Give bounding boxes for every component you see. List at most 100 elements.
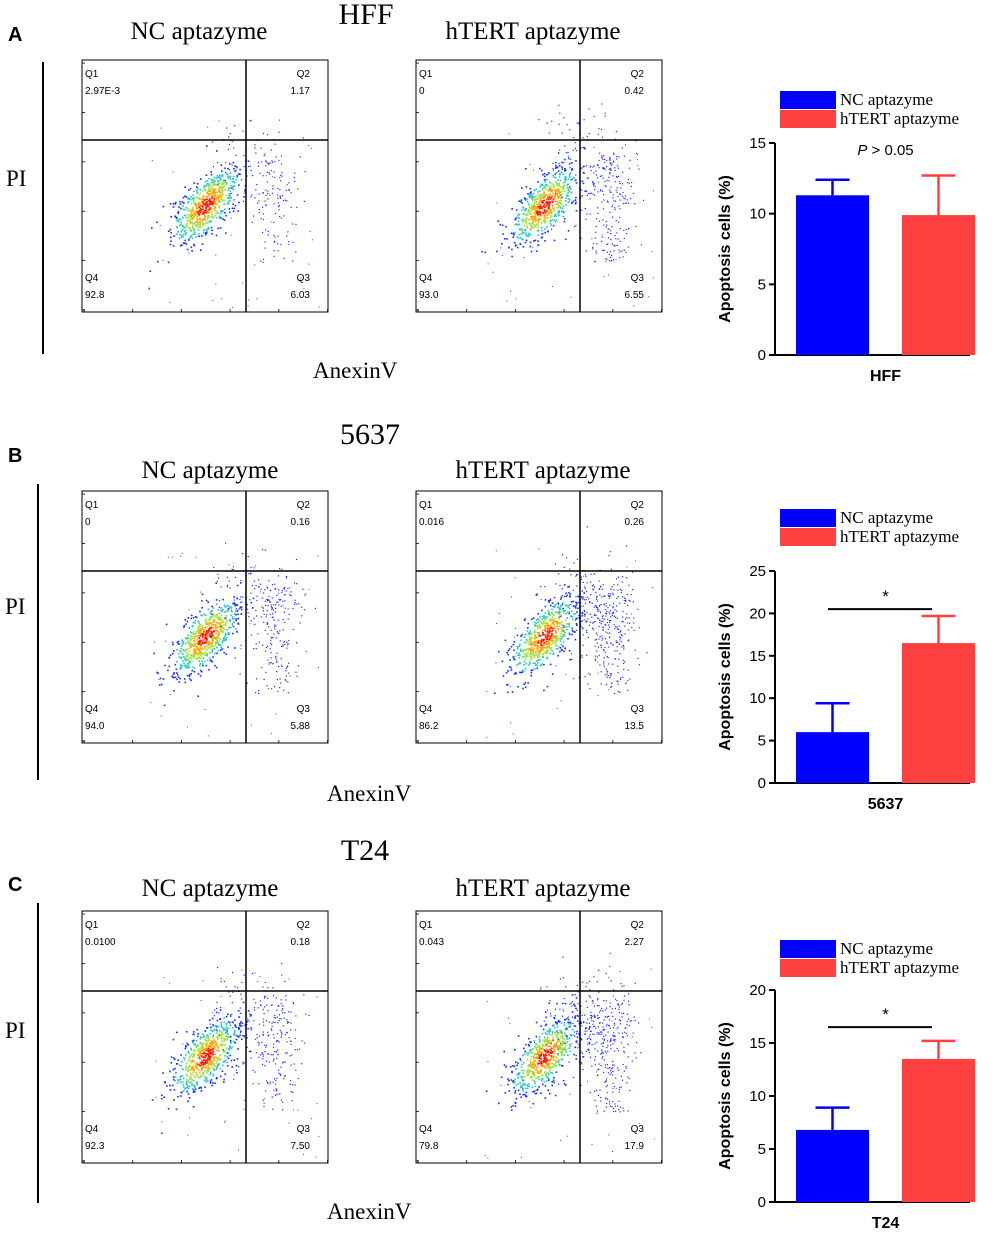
y-axis-label: PI: [5, 594, 25, 620]
y-tick-label: 5: [758, 1141, 766, 1158]
quadrant-q2-label: Q2: [297, 500, 311, 511]
plot-frame: [82, 911, 328, 1163]
quadrant-q1-label: Q1: [85, 920, 99, 931]
quadrant-q2-value: 0.42: [625, 86, 645, 97]
y-tick-label: 5: [758, 276, 766, 293]
quadrant-q1-value: 0: [85, 517, 91, 528]
quadrant-q4-value: 94.0: [85, 721, 105, 732]
y-tick-label: 10: [749, 1088, 766, 1105]
quadrant-q3-label: Q3: [297, 704, 311, 715]
plot-frame: [416, 60, 662, 312]
quadrant-q4-value: 79.8: [419, 1141, 439, 1152]
plot-title-nc: NC aptazyme: [70, 875, 350, 903]
quadrant-q1-label: Q1: [85, 500, 99, 511]
quadrant-q2-label: Q2: [631, 500, 645, 511]
panel-letter: A: [8, 24, 22, 47]
legend-label-nc: NC aptazyme: [840, 90, 933, 110]
legend-swatch-nc: [780, 940, 836, 958]
y-axis-title: Apoptosis cells (%): [717, 603, 734, 751]
quadrant-q3-value: 6.03: [291, 290, 311, 301]
panel-title: T24: [265, 834, 465, 868]
x-axis-label: AnexinV: [313, 358, 397, 384]
plot-frame: [416, 491, 662, 743]
y-axis-label: PI: [6, 166, 26, 192]
quadrant-q3-label: Q3: [631, 273, 645, 284]
quadrant-q1-value: 0.016: [419, 517, 444, 528]
quadrant-q2-label: Q2: [631, 69, 645, 80]
quadrant-q1-value: 0.0100: [85, 937, 116, 948]
y-tick-label: 0: [758, 1194, 766, 1211]
quadrant-q1-label: Q1: [419, 500, 433, 511]
quadrant-q2-value: 2.27: [625, 937, 645, 948]
plot-title-nc: NC aptazyme: [59, 18, 339, 46]
panel-c: C T24 NC aptazyme hTERT aptazyme PI Anex…: [0, 830, 996, 1233]
panel-title: 5637: [270, 418, 470, 452]
quadrant-q3-value: 5.88: [291, 721, 311, 732]
x-axis-label: AnexinV: [327, 781, 411, 807]
quadrant-q4-label: Q4: [85, 273, 99, 284]
quadrant-q4-label: Q4: [419, 1124, 433, 1135]
quadrant-q4-value: 92.3: [85, 1141, 105, 1152]
legend-label-nc: NC aptazyme: [840, 508, 933, 528]
plot-title-htert: hTERT aptazyme: [393, 18, 673, 46]
plot-frame: [82, 491, 328, 743]
y-axis-title: Apoptosis cells (%): [717, 175, 734, 323]
legend-swatch-nc: [780, 91, 836, 109]
x-axis-title: T24: [872, 1215, 900, 1232]
legend-swatch-htert: [780, 528, 836, 546]
quadrant-q3-value: 13.5: [625, 721, 645, 732]
quadrant-q2-label: Q2: [297, 920, 311, 931]
quadrant-q1-label: Q1: [419, 69, 433, 80]
y-tick-label: 25: [749, 563, 766, 580]
y-tick-label: 15: [749, 135, 766, 152]
legend-label-nc: NC aptazyme: [840, 939, 933, 959]
scatter-dots: [486, 526, 653, 738]
y-tick-label: 10: [749, 690, 766, 707]
x-axis-title: 5637: [868, 796, 904, 813]
y-axis-title: Apoptosis cells (%): [717, 1022, 734, 1170]
panel-a: A HFF NC aptazyme hTERT aptazyme PI Anex…: [0, 0, 996, 400]
flow-plot-nc: Q1 0 Q2 0.16 Q4 94.0 Q3 5.88: [80, 488, 330, 748]
significance-star: *: [882, 587, 889, 606]
quadrant-q1-label: Q1: [85, 69, 99, 80]
quadrant-q4-value: 92.8: [85, 290, 105, 301]
quadrant-q4-value: 86.2: [419, 721, 439, 732]
quadrant-q3-label: Q3: [297, 273, 311, 284]
quadrant-q2-value: 0.18: [291, 937, 311, 948]
quadrant-q4-value: 93.0: [419, 290, 439, 301]
panel-b: B 5637 NC aptazyme hTERT aptazyme PI Ane…: [0, 420, 996, 820]
panel-letter: C: [8, 874, 22, 897]
x-axis-label: AnexinV: [327, 1199, 411, 1225]
quadrant-q3-label: Q3: [631, 704, 645, 715]
y-axis-label: PI: [5, 1018, 25, 1044]
quadrant-q2-label: Q2: [297, 69, 311, 80]
y-tick-label: 5: [758, 733, 766, 750]
bar-htert: [902, 215, 975, 355]
scatter-dots: [481, 103, 654, 306]
bar-nc: [796, 1130, 869, 1202]
quadrant-q2-value: 0.16: [291, 517, 311, 528]
y-tick-label: 20: [749, 605, 766, 622]
quadrant-q1-value: 0: [419, 86, 425, 97]
panel-left-border: [37, 484, 39, 780]
quadrant-q2-value: 0.26: [625, 517, 645, 528]
quadrant-q3-value: 6.55: [625, 290, 645, 301]
y-tick-label: 15: [749, 1035, 766, 1052]
quadrant-q3-label: Q3: [297, 1124, 311, 1135]
quadrant-q4-label: Q4: [85, 704, 99, 715]
bar-nc: [796, 732, 869, 783]
x-axis-title: HFF: [870, 368, 901, 385]
significance-star: *: [882, 1005, 889, 1024]
quadrant-q3-value: 17.9: [625, 1141, 645, 1152]
quadrant-q1-value: 0.043: [419, 937, 444, 948]
scatter-dots: [148, 120, 319, 308]
y-tick-label: 0: [758, 775, 766, 792]
panel-left-border: [37, 903, 39, 1203]
quadrant-q4-label: Q4: [85, 1124, 99, 1135]
